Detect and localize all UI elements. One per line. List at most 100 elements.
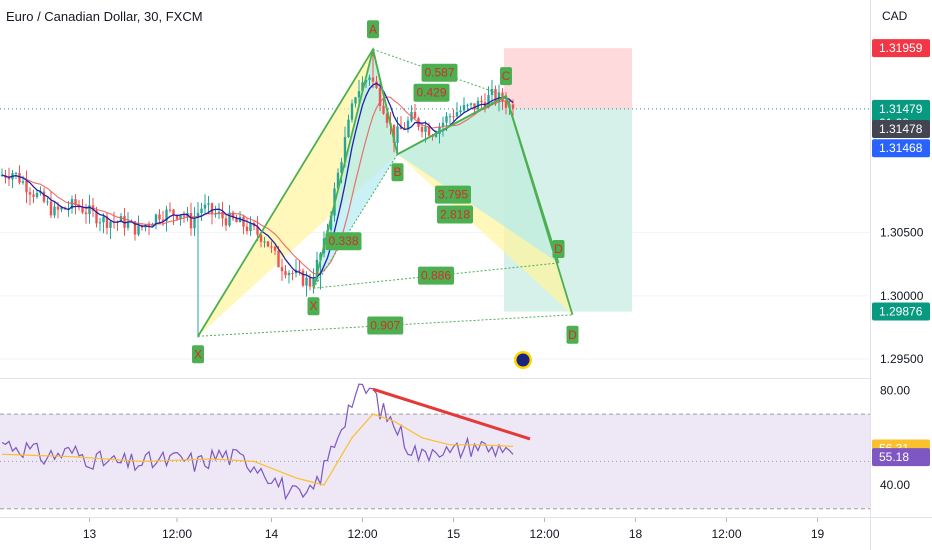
candle <box>399 126 403 130</box>
candle <box>347 119 350 138</box>
candle <box>210 203 214 214</box>
badge-ma-slow-bg <box>872 119 930 138</box>
candle <box>256 226 259 235</box>
candle <box>487 95 490 108</box>
time-tick-8: 19 <box>811 527 825 541</box>
badge-rsi: 55.18 <box>879 450 909 464</box>
ratio-label-7: 0.886 <box>421 269 451 283</box>
candle <box>287 272 291 276</box>
ratio-label-5: 0.429 <box>416 86 446 100</box>
rsi-pane <box>0 383 870 510</box>
candle <box>315 259 319 279</box>
stop-loss-zone <box>504 48 632 109</box>
candle <box>28 192 32 195</box>
candle <box>168 209 172 211</box>
rsi-tick-0: 80.00 <box>880 383 910 397</box>
candle <box>336 172 340 189</box>
ratio-line-ac <box>372 48 507 97</box>
candle <box>490 89 494 96</box>
ratio-label-1-bg <box>421 63 458 82</box>
pattern1-point-b-bg <box>391 163 404 182</box>
candle <box>448 116 452 118</box>
candle <box>445 116 448 123</box>
ratio-label-3-bg <box>367 316 404 335</box>
pattern-labels: X A B C D X D 0.587 2.818 0.907 0.338 0.429 3.795 0.8… <box>192 20 579 364</box>
pattern1-point-a: A <box>369 22 377 36</box>
candle <box>452 116 455 118</box>
candle <box>182 215 186 217</box>
pattern1-point-c: C <box>502 69 511 83</box>
rsi-ma-line <box>1 413 514 486</box>
price-tick-2: 1.29500 <box>880 352 924 366</box>
pattern2-outline <box>312 49 560 289</box>
candle <box>455 112 459 117</box>
candle <box>217 211 221 214</box>
ratio-label-5-bg <box>413 83 450 102</box>
candle <box>343 137 347 163</box>
candle <box>357 91 361 98</box>
ratio-label-4: 0.338 <box>328 234 358 248</box>
candle <box>392 124 396 143</box>
candle <box>413 112 417 119</box>
candle <box>340 162 343 173</box>
candle <box>406 120 410 130</box>
pattern1-point-d: D <box>568 328 577 342</box>
candle <box>151 224 154 226</box>
candle <box>382 105 385 114</box>
candle <box>95 210 98 224</box>
candle <box>424 126 427 132</box>
rsi-tick-1: 40.00 <box>880 478 910 492</box>
candle <box>420 126 424 132</box>
candle <box>193 217 196 229</box>
candle <box>207 203 210 205</box>
candle <box>497 92 501 102</box>
candle <box>259 234 263 242</box>
badge-ma-slow: 1.31478 <box>879 122 923 136</box>
ratio-label-6: 3.795 <box>438 188 468 202</box>
candle <box>494 89 497 102</box>
badge-ma-fast: 1.31468 <box>879 141 923 155</box>
candle <box>308 277 312 287</box>
time-tick-1: 12:00 <box>162 527 192 541</box>
badge-ma-fast-bg <box>872 139 930 158</box>
candle <box>98 222 102 224</box>
badge-stop: 1.31959 <box>879 41 923 55</box>
badge-stop-bg <box>872 39 930 58</box>
misc <box>514 351 532 369</box>
candle <box>161 219 165 221</box>
currency-label: CAD <box>882 9 908 23</box>
candle <box>158 214 161 220</box>
badge-rsi-bg <box>872 448 930 467</box>
candle <box>21 181 25 183</box>
candle <box>81 207 84 213</box>
candle <box>378 87 382 106</box>
rsi-band <box>0 414 870 509</box>
pattern2-point-d: D <box>554 242 563 256</box>
candle <box>438 126 441 135</box>
candle <box>165 209 168 221</box>
axes: 1.30500 1.30000 1.29500 80.00 40.00 13 12:00 14… <box>83 226 924 541</box>
event-icon <box>516 353 530 367</box>
ma-fast-line <box>1 82 514 279</box>
grid <box>0 232 870 360</box>
candle <box>469 103 473 105</box>
candle <box>305 277 308 286</box>
chart-title: Euro / Canadian Dollar, 30, FXCM <box>6 9 203 24</box>
candle <box>350 103 354 120</box>
candle <box>301 270 305 286</box>
candle <box>459 110 462 113</box>
moving-averages <box>1 82 514 279</box>
candle <box>273 246 277 251</box>
ratio-label-7-bg <box>418 266 454 285</box>
candle <box>228 212 231 226</box>
candle <box>224 218 228 226</box>
candle <box>371 77 375 82</box>
candle <box>361 82 364 92</box>
pattern1-point-c-bg <box>500 67 512 86</box>
candle <box>396 126 399 143</box>
candle <box>53 206 56 216</box>
candle <box>126 221 130 228</box>
pattern2-point-x: X <box>309 299 317 313</box>
